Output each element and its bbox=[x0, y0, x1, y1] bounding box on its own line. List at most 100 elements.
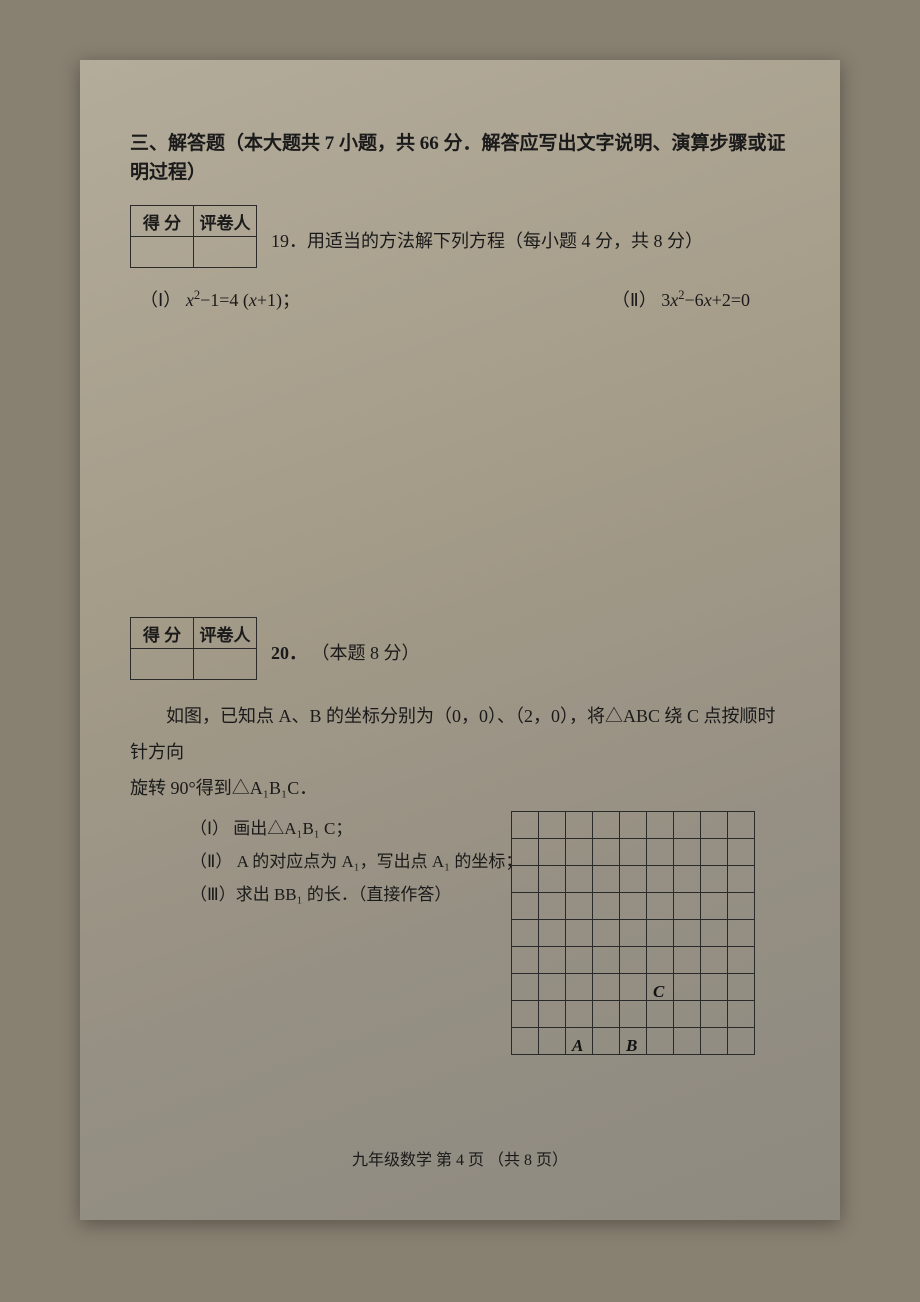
score-box-q19: 得 分 评卷人 bbox=[130, 205, 257, 268]
section-title: 三、解答题（本大题共 7 小题，共 66 分．解答应写出文字说明、演算步骤或证明… bbox=[130, 130, 790, 187]
grid-cell bbox=[728, 947, 755, 974]
grid-label-C: C bbox=[653, 982, 664, 1002]
q20-number: 20． bbox=[271, 643, 307, 663]
grid-cell bbox=[566, 812, 593, 839]
q20-body-line1: 如图，已知点 A、B 的坐标分别为（0，0）、（2，0），将△ABC 绕 C 点… bbox=[130, 698, 790, 770]
score-cell-q19 bbox=[131, 237, 194, 268]
grid-cell bbox=[566, 920, 593, 947]
score-cell-q20 bbox=[131, 649, 194, 680]
grid-cell bbox=[593, 947, 620, 974]
grid-cell bbox=[620, 947, 647, 974]
grid-cell bbox=[620, 866, 647, 893]
grid-cell bbox=[620, 920, 647, 947]
grid-cell bbox=[620, 1001, 647, 1028]
grid-cell: C bbox=[647, 974, 674, 1001]
grid-cell bbox=[512, 1001, 539, 1028]
grid-cell bbox=[674, 866, 701, 893]
grid-cell bbox=[593, 839, 620, 866]
grid-cell bbox=[539, 893, 566, 920]
grid-cell bbox=[512, 1028, 539, 1055]
grid-cell bbox=[728, 1001, 755, 1028]
grid-cell bbox=[728, 839, 755, 866]
score-header-grader-2: 评卷人 bbox=[194, 618, 257, 649]
grid-cell bbox=[566, 893, 593, 920]
grid-cell bbox=[539, 920, 566, 947]
exam-page: 三、解答题（本大题共 7 小题，共 66 分．解答应写出文字说明、演算步骤或证明… bbox=[80, 60, 840, 1220]
grid-cell bbox=[512, 866, 539, 893]
grid-cell bbox=[512, 974, 539, 1001]
grid-cell bbox=[593, 1028, 620, 1055]
q20-body-line2: 旋转 90°得到△A₁B₁C． bbox=[130, 770, 790, 806]
grid-cell bbox=[647, 839, 674, 866]
grid-cell bbox=[539, 1001, 566, 1028]
grid-cell bbox=[593, 812, 620, 839]
grid-cell bbox=[728, 866, 755, 893]
score-header-score: 得 分 bbox=[131, 206, 194, 237]
grid-cell bbox=[539, 866, 566, 893]
grid-cell bbox=[674, 947, 701, 974]
grid-cell bbox=[593, 866, 620, 893]
grid-cell bbox=[539, 839, 566, 866]
q20-block: 得 分 评卷人 20． （本题 8 分） bbox=[130, 617, 790, 680]
grid-label-B: B bbox=[626, 1036, 637, 1056]
grid-cell bbox=[593, 893, 620, 920]
grid-cell bbox=[620, 839, 647, 866]
grid-cell bbox=[728, 974, 755, 1001]
grid-cell bbox=[647, 1001, 674, 1028]
grid-cell bbox=[674, 1028, 701, 1055]
q19-equations: （Ⅰ） x2−1=4 (x+1)； （Ⅱ） 3x2−6x+2=0 bbox=[140, 286, 790, 312]
grid-cell bbox=[566, 866, 593, 893]
grid-cell bbox=[674, 920, 701, 947]
grid-cell bbox=[647, 1028, 674, 1055]
grid-cell bbox=[512, 812, 539, 839]
grid-cell bbox=[647, 812, 674, 839]
q20-points: （本题 8 分） bbox=[312, 643, 420, 663]
grid-cell bbox=[728, 893, 755, 920]
grid-cell bbox=[593, 920, 620, 947]
grid-cell bbox=[674, 812, 701, 839]
grid-cell bbox=[620, 893, 647, 920]
grid-cell bbox=[620, 974, 647, 1001]
grid-cell bbox=[539, 812, 566, 839]
grid-cell bbox=[647, 866, 674, 893]
grid-cell bbox=[701, 812, 728, 839]
grid-cell bbox=[701, 920, 728, 947]
page-footer: 九年级数学 第 4 页 （共 8 页） bbox=[80, 1146, 840, 1170]
score-box-q20: 得 分 评卷人 bbox=[130, 617, 257, 680]
grid-cell bbox=[701, 893, 728, 920]
grid-cell bbox=[647, 947, 674, 974]
grid-cell bbox=[701, 1001, 728, 1028]
score-header-grader: 评卷人 bbox=[194, 206, 257, 237]
grid-cell bbox=[674, 1001, 701, 1028]
grid-cell bbox=[647, 920, 674, 947]
grader-cell-q20 bbox=[194, 649, 257, 680]
grid-cell bbox=[593, 974, 620, 1001]
grid-cell bbox=[647, 893, 674, 920]
grid-cell bbox=[728, 920, 755, 947]
grid-cell: A bbox=[566, 1028, 593, 1055]
grid-cell bbox=[728, 1028, 755, 1055]
grid-cell bbox=[674, 974, 701, 1001]
grid-cell bbox=[512, 920, 539, 947]
q19-part1-label: （Ⅰ） bbox=[140, 290, 181, 310]
grid-cell bbox=[620, 812, 647, 839]
score-header-score-2: 得 分 bbox=[131, 618, 194, 649]
q19-part2-eq: 3x2−6x+2=0 bbox=[661, 290, 750, 310]
grid-cell bbox=[539, 947, 566, 974]
q19-workspace bbox=[130, 312, 790, 607]
q19-part2-label: （Ⅱ） bbox=[612, 290, 657, 310]
grid-cell bbox=[566, 839, 593, 866]
grid-cell bbox=[539, 974, 566, 1001]
grid-cell bbox=[566, 1001, 593, 1028]
grid-cell bbox=[512, 947, 539, 974]
grid-label-A: A bbox=[572, 1036, 583, 1056]
grid-cell bbox=[593, 1001, 620, 1028]
grid-cell bbox=[566, 947, 593, 974]
grid-cell bbox=[701, 866, 728, 893]
grid-cell bbox=[674, 839, 701, 866]
grid-cell bbox=[512, 839, 539, 866]
grid-cell bbox=[539, 1028, 566, 1055]
grid-cell: B bbox=[620, 1028, 647, 1055]
grader-cell-q19 bbox=[194, 237, 257, 268]
grid-cell bbox=[674, 893, 701, 920]
